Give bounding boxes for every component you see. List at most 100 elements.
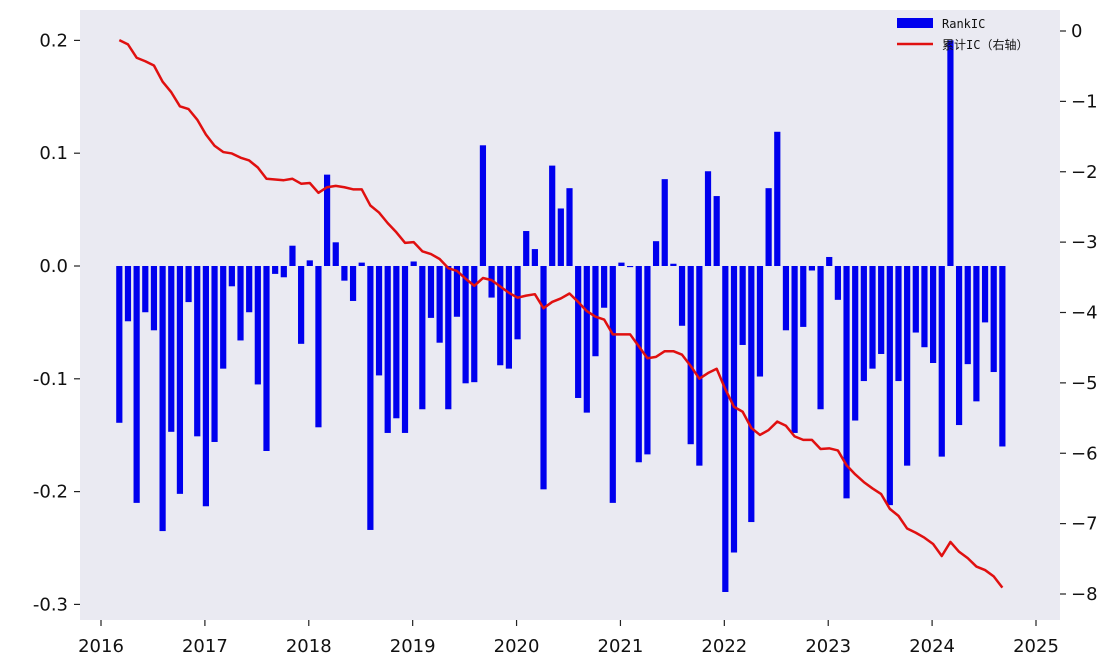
rankic-bar xyxy=(367,266,374,530)
rankic-bar xyxy=(479,145,487,266)
right-axis-tick-label: −7 xyxy=(1071,514,1098,535)
legend-bar-swatch xyxy=(897,18,933,28)
rankic-bar xyxy=(185,266,192,303)
left-axis-tick-label: 0.2 xyxy=(39,30,68,51)
x-axis-tick-label: 2018 xyxy=(286,636,332,657)
rankic-bar xyxy=(687,266,694,445)
rankic-bar xyxy=(566,188,573,266)
rankic-bar xyxy=(557,208,564,266)
rankic-bar xyxy=(220,266,227,369)
rankic-bar xyxy=(869,266,876,369)
left-axis: 0.2 0.1 0.0 -0.1 -0.2 -0.3 xyxy=(33,30,80,615)
legend-line-label: 累计IC（右轴） xyxy=(942,37,1028,52)
rankic-bar xyxy=(808,266,816,271)
rankic-bar xyxy=(298,266,305,344)
left-axis-tick-label: 0.0 xyxy=(39,256,68,277)
x-axis-tick-label: 2025 xyxy=(1013,636,1059,657)
rankic-bar xyxy=(774,131,781,266)
x-axis-tick-label: 2019 xyxy=(390,636,436,657)
rankic-bar xyxy=(427,266,435,318)
rankic-bar xyxy=(358,262,365,266)
rankic-bar xyxy=(315,266,322,428)
rankic-bar xyxy=(401,266,409,433)
rankic-bar xyxy=(955,266,963,426)
rankic-bar xyxy=(254,266,261,385)
rankic-bar xyxy=(765,188,772,266)
rankic-bar xyxy=(583,266,590,413)
rankic-bar xyxy=(947,40,954,267)
rankic-bar xyxy=(124,266,132,322)
rankic-bar xyxy=(150,266,158,331)
rankic-bar xyxy=(826,256,833,266)
rankic-bar xyxy=(661,179,668,266)
rankic-bar xyxy=(306,260,313,266)
rankic-bar xyxy=(549,165,556,266)
rankic-bar xyxy=(514,266,521,340)
rankic-bar xyxy=(246,266,253,313)
x-axis: 2016 2017 2018 2019 2020 2021 2022 2023 2024 2025 xyxy=(78,620,1059,657)
rankic-bar xyxy=(575,266,582,398)
rankic-bar xyxy=(176,266,184,494)
rankic-bar xyxy=(505,266,512,369)
legend-bar-label: RankIC xyxy=(942,17,985,31)
rankic-bar xyxy=(739,266,746,345)
right-axis-tick-label: −8 xyxy=(1071,584,1098,605)
rankic-bars xyxy=(116,40,1006,592)
right-axis-tick-label: −1 xyxy=(1071,91,1098,112)
left-axis-tick-label: -0.3 xyxy=(33,594,68,615)
rankic-bar xyxy=(497,266,504,366)
right-axis-tick-label: −6 xyxy=(1071,443,1098,464)
rankic-bar xyxy=(194,266,201,437)
rankic-bar xyxy=(609,266,616,503)
rankic-bar xyxy=(349,266,357,301)
rankic-bar xyxy=(635,266,642,463)
rankic-bar xyxy=(748,266,755,523)
right-axis: 0 −1 −2 −3 −4 −5 −6 −7 −8 xyxy=(1060,21,1098,605)
rankic-bar xyxy=(817,266,824,410)
rankic-bar xyxy=(904,266,911,466)
rankic-bar xyxy=(453,266,461,317)
rankic-bar xyxy=(332,242,339,266)
rankic-bar xyxy=(471,266,478,383)
rankic-bar xyxy=(644,266,651,455)
rankic-bar xyxy=(912,266,919,333)
x-axis-tick-label: 2016 xyxy=(78,636,124,657)
rankic-bar xyxy=(488,266,495,298)
rankic-bar xyxy=(895,266,902,382)
rankic-bar xyxy=(930,266,937,364)
rankic-bar xyxy=(280,266,287,278)
legend: RankIC 累计IC（右轴） xyxy=(897,17,1028,52)
rankic-bar xyxy=(782,266,790,331)
rankic-bar xyxy=(722,266,729,592)
rankic-bar xyxy=(393,266,400,419)
rankic-bar xyxy=(410,261,417,266)
rankic-bar xyxy=(168,266,175,432)
right-axis-tick-label: −2 xyxy=(1071,162,1098,183)
rankic-bar xyxy=(384,266,391,433)
rankic-bar xyxy=(704,171,712,266)
rankic-bar xyxy=(211,266,218,442)
rankic-bar xyxy=(159,266,166,532)
right-axis-tick-label: −4 xyxy=(1071,303,1098,324)
rankic-bar xyxy=(531,249,538,266)
rankic-bar xyxy=(618,262,625,266)
rankic-bar xyxy=(713,196,720,266)
rankic-bar xyxy=(999,266,1006,447)
rankic-bar xyxy=(237,266,244,341)
rankic-bar xyxy=(375,266,383,376)
left-axis-tick-label: -0.2 xyxy=(33,482,68,503)
rankic-bar xyxy=(652,241,660,266)
x-axis-tick-label: 2024 xyxy=(909,636,955,657)
right-axis-tick-label: −3 xyxy=(1071,232,1098,253)
rankic-bar xyxy=(202,266,209,507)
rankic-bar xyxy=(964,266,971,365)
rankic-bar xyxy=(860,266,867,382)
rankic-bar xyxy=(981,266,989,323)
rankic-bar xyxy=(462,266,469,384)
rankic-bar xyxy=(133,266,140,503)
left-axis-tick-label: -0.1 xyxy=(33,369,68,390)
rankic-bar xyxy=(445,266,452,410)
cumulative-ic-line xyxy=(118,39,1004,589)
